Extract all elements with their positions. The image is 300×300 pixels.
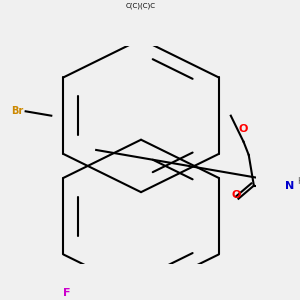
Text: O: O: [238, 124, 248, 134]
Text: O: O: [231, 190, 241, 200]
Text: C(C)(C)C: C(C)(C)C: [126, 2, 156, 9]
Text: H: H: [298, 177, 300, 186]
Text: Br: Br: [11, 106, 23, 116]
Text: F: F: [63, 288, 70, 298]
Text: N: N: [285, 181, 294, 190]
